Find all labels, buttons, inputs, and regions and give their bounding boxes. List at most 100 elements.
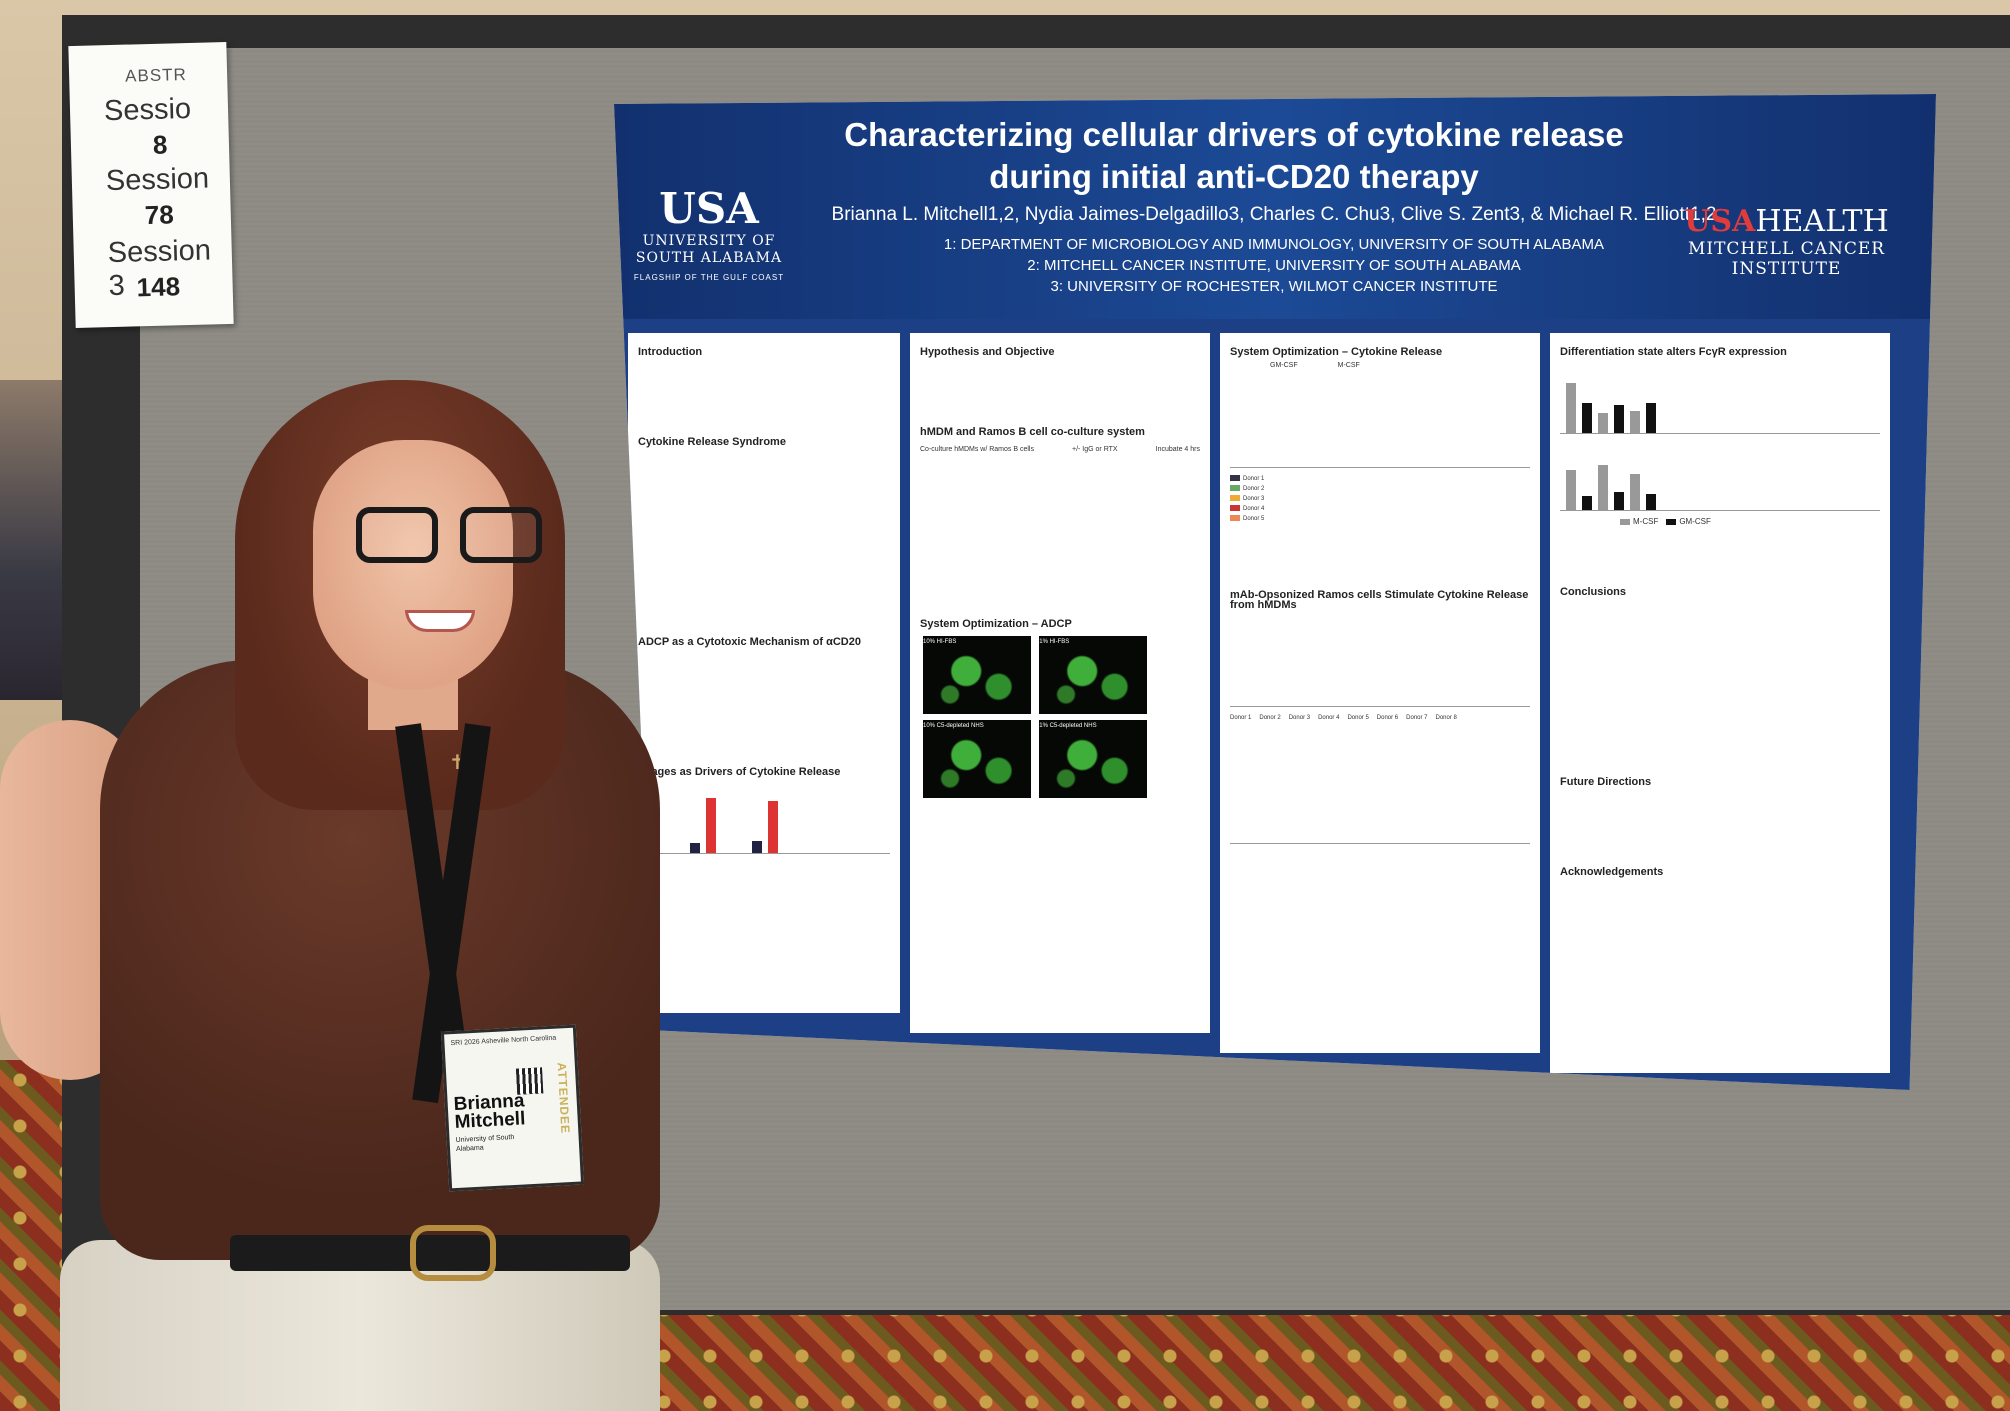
donor8-legend: Donor 1 Donor 2 Donor 3 Donor 4 Donor 5 … (1230, 713, 1530, 723)
microscopy-image-1: 10% HI-FBS (923, 636, 1031, 714)
incubate-label: Incubate 4 hrs (1155, 446, 1200, 453)
bar (1646, 494, 1656, 510)
poster-panel-fcgr: Differentiation state alters FcγR expres… (1550, 333, 1890, 1073)
belt-buckle (410, 1225, 496, 1281)
belt (230, 1235, 630, 1271)
glasses-icon (356, 507, 550, 565)
affiliation-3: 3: UNIVERSITY OF ROCHESTER, WILMOT CANCE… (1050, 278, 1498, 295)
treatment-label: +/- IgG or RTX (1072, 446, 1118, 453)
bar (768, 801, 778, 853)
health-logo-name: MITCHELL CANCER INSTITUTE (1687, 239, 1886, 279)
legend-donor-2: Donor 2 (1243, 486, 1265, 492)
fcgr-heading: Differentiation state alters FcγR expres… (1560, 346, 1787, 358)
bar (1630, 411, 1640, 433)
usa-logo-tagline: FLAGSHIP OF THE GULF COAST (633, 273, 785, 282)
session-sign: ABSTR Sessio 8 Session 78 Session 3 148 (68, 41, 234, 329)
poster-authors: Brianna L. Mitchell1,2, Nydia Jaimes-Del… (831, 204, 1717, 225)
bar (1598, 413, 1608, 433)
adcp-optimization-heading: System Optimization – ADCP (920, 618, 1072, 630)
bar (1646, 403, 1656, 433)
future-text-block (1560, 791, 1880, 861)
fcgr-text-block (1560, 531, 1880, 581)
badge-name: Brianna Mitchell (453, 1090, 526, 1134)
mab-heading: mAb-Opsonized Ramos cells Stimulate Cyto… (1230, 589, 1529, 611)
badge-event: SRI 2026 Asheville North Carolina (450, 1034, 557, 1048)
gmcsf-label: GM-CSF (1270, 362, 1298, 369)
micro-label-3: 10% C5-depleted NHS (923, 723, 984, 729)
il8-bar-chart (1230, 763, 1530, 844)
poster-header: Characterizing cellular drivers of cytok… (614, 94, 1936, 319)
poster-panel-cytokine: System Optimization – Cytokine Release G… (1220, 333, 1540, 1053)
coculture-text-block (920, 463, 1200, 613)
cytokine-chart-titles: GM-CSF M-CSF (1270, 361, 1530, 371)
cytokine-heading: System Optimization – Cytokine Release (1230, 346, 1443, 358)
conclusions-text-block (1560, 601, 1880, 771)
cytokine-text-block (1230, 524, 1530, 584)
legend-swatch (1230, 495, 1240, 502)
legend8-donor-2: Donor 2 (1259, 715, 1281, 721)
legend-swatch (1230, 475, 1240, 482)
legend8-donor-6: Donor 6 (1376, 715, 1399, 721)
face (313, 440, 513, 690)
fcgr-chart-2 (1560, 440, 1880, 511)
crs-heading: Cytokine Release Syndrome (638, 436, 786, 448)
university-logo: USA UNIVERSITY OF SOUTH ALABAMA FLAGSHIP… (624, 184, 794, 282)
legend-donor-5: Donor 5 (1243, 516, 1265, 522)
health-logo-word: HEALTH (1755, 204, 1889, 239)
affiliation-2: 2: MITCHELL CANCER INSTITUTE, UNIVERSITY… (1027, 257, 1521, 274)
conclusions-heading: Conclusions (1560, 586, 1627, 598)
health-logo-mark: USA (1684, 204, 1756, 239)
poster-panel-hypothesis: Hypothesis and Objective hMDM and Ramos … (910, 333, 1210, 1033)
micro-label-4: 1% C5-depleted NHS (1039, 723, 1097, 729)
bar (1582, 403, 1592, 433)
research-poster: Characterizing cellular drivers of cytok… (614, 94, 1936, 1090)
fcgr-chart-1 (1560, 363, 1880, 434)
adcp-heading: ADCP as a Cytotoxic Mechanism of αCD20 (638, 636, 861, 648)
cytokine-bar-chart (1230, 377, 1530, 468)
bar (690, 843, 700, 853)
smile (405, 610, 475, 632)
micro-label-1: 10% HI-FBS (923, 639, 957, 645)
presenter: ✝ (0, 380, 700, 1411)
bar (706, 798, 716, 853)
mab-bar-chart (1230, 616, 1530, 707)
legend8-donor-8: Donor 8 (1435, 715, 1457, 721)
legend-swatch (1230, 515, 1240, 522)
hypothesis-text-block (920, 361, 1200, 421)
right-lens (460, 507, 542, 563)
legend8-donor-1: Donor 1 (1230, 715, 1252, 721)
bar (1630, 474, 1640, 510)
coculture-label: Co-culture hMDMs w/ Ramos B cells (920, 446, 1034, 453)
usa-logo-name-1: UNIVERSITY OF (642, 233, 776, 249)
left-lens (356, 507, 438, 563)
legend-swatch (1230, 485, 1240, 492)
bar (1566, 383, 1576, 433)
session-label-2: Session (105, 162, 210, 198)
legend-swatch (1620, 518, 1630, 525)
name-badge: SRI 2026 Asheville North Carolina Briann… (440, 1024, 585, 1192)
legend8-donor-5: Donor 5 (1347, 715, 1369, 721)
bar (1614, 492, 1624, 510)
bar (1582, 496, 1592, 510)
legend-donor-4: Donor 4 (1243, 506, 1265, 512)
legend-donor-1: Donor 1 (1243, 476, 1265, 482)
usa-logo-name-2: SOUTH ALABAMA (635, 250, 783, 266)
badge-school: University of South Alabama (455, 1133, 515, 1154)
microscopy-image-4: 1% C5-depleted NHS (1039, 720, 1148, 798)
bar (1566, 470, 1576, 510)
future-heading: Future Directions (1560, 776, 1652, 788)
microscopy-image-3: 10% C5-depleted NHS (923, 720, 1031, 798)
coculture-diagram: Co-culture hMDMs w/ Ramos B cells +/- Ig… (920, 445, 1200, 455)
session-number-3: 148 (136, 271, 181, 303)
drivers-heading: phages as Drivers of Cytokine Release (638, 766, 841, 778)
session-number-2: 78 (144, 199, 175, 231)
session-number-1: 8 (152, 129, 168, 160)
coculture-heading: hMDM and Ramos B cell co-culture system (920, 426, 1145, 438)
legend-gmcsf: GM-CSF (1679, 517, 1711, 526)
intro-heading: Introduction (638, 346, 703, 358)
badge-last-name: Mitchell (454, 1108, 526, 1134)
health-logo: USAHEALTH MITCHELL CANCER INSTITUTE (1649, 204, 1924, 279)
legend8-donor-4: Donor 4 (1318, 715, 1340, 721)
bar (1614, 405, 1624, 433)
abstract-label: ABSTR (124, 65, 188, 86)
